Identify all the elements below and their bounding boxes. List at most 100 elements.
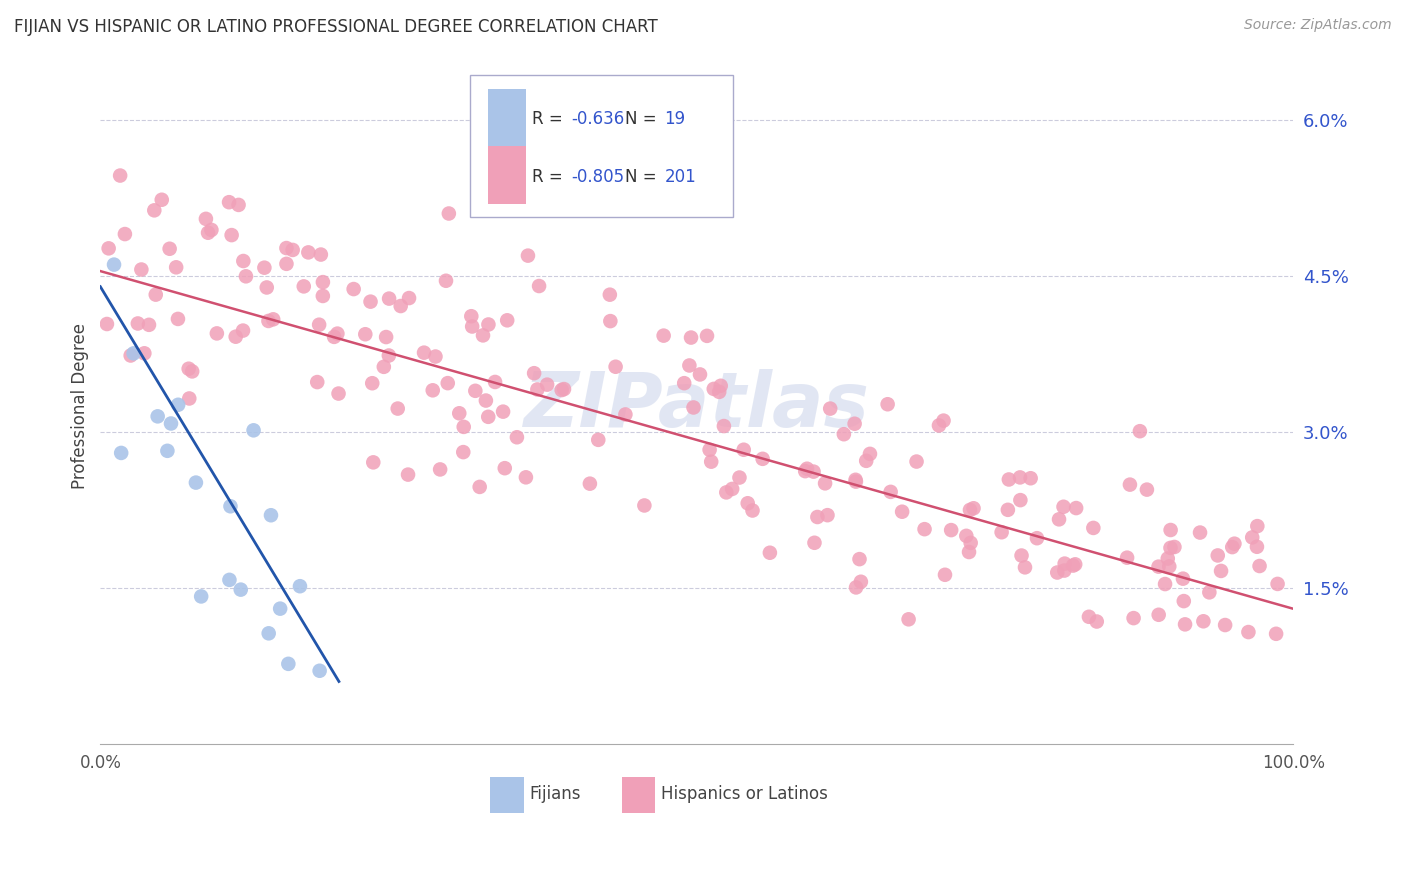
Point	[517, 249, 540, 263]
Point	[1064, 501, 1087, 516]
Point	[218, 573, 240, 587]
Point	[689, 368, 711, 382]
Point	[96, 317, 118, 331]
Point	[859, 447, 882, 461]
Point	[179, 392, 201, 406]
Point	[1083, 521, 1105, 535]
Point	[1062, 558, 1084, 573]
Point	[1213, 618, 1236, 632]
Point	[1047, 512, 1070, 526]
Point	[1116, 550, 1139, 565]
Point	[229, 582, 252, 597]
Point	[1160, 523, 1182, 537]
Point	[103, 258, 125, 272]
Point	[1010, 493, 1032, 508]
Point	[605, 359, 627, 374]
Text: Hispanics or Latinos: Hispanics or Latinos	[661, 786, 828, 804]
Point	[328, 386, 350, 401]
Point	[700, 455, 723, 469]
Point	[276, 241, 298, 255]
Point	[1220, 540, 1243, 554]
Point	[1189, 525, 1212, 540]
Point	[928, 418, 950, 433]
Point	[1246, 519, 1268, 533]
Point	[1122, 611, 1144, 625]
Point	[962, 501, 984, 516]
Point	[232, 254, 254, 268]
Point	[1265, 627, 1288, 641]
Point	[759, 546, 782, 560]
Point	[451, 445, 474, 459]
Point	[477, 409, 499, 424]
Point	[375, 330, 398, 344]
FancyBboxPatch shape	[488, 146, 526, 203]
Point	[492, 404, 515, 418]
Point	[803, 465, 825, 479]
Point	[699, 442, 721, 457]
Point	[1209, 564, 1232, 578]
Point	[703, 382, 725, 396]
Point	[165, 260, 187, 275]
Point	[361, 376, 384, 391]
Point	[845, 473, 868, 487]
Point	[891, 505, 914, 519]
Point	[1026, 531, 1049, 545]
Point	[1085, 615, 1108, 629]
Point	[160, 417, 183, 431]
Point	[378, 292, 401, 306]
Point	[855, 454, 877, 468]
Point	[496, 313, 519, 327]
Text: N =: N =	[626, 111, 662, 128]
FancyBboxPatch shape	[470, 75, 733, 217]
Point	[232, 324, 254, 338]
Point	[818, 401, 841, 416]
Point	[484, 375, 506, 389]
Point	[515, 470, 537, 484]
Point	[134, 346, 156, 360]
Point	[536, 377, 558, 392]
Point	[1046, 566, 1069, 580]
Point	[806, 510, 828, 524]
Point	[475, 393, 498, 408]
Point	[120, 349, 142, 363]
Point	[167, 398, 190, 412]
Point	[326, 326, 349, 341]
Point	[990, 525, 1012, 540]
Point	[550, 383, 572, 397]
Point	[308, 318, 330, 332]
Point	[389, 299, 412, 313]
Text: -0.636: -0.636	[571, 111, 624, 128]
Point	[696, 329, 718, 343]
Text: ZIPatlas: ZIPatlas	[524, 369, 870, 443]
Point	[260, 508, 283, 523]
Text: R =: R =	[531, 168, 568, 186]
Point	[845, 475, 868, 489]
Point	[1052, 500, 1074, 514]
Point	[817, 508, 839, 523]
Point	[1159, 559, 1181, 574]
Point	[1171, 572, 1194, 586]
Point	[205, 326, 228, 341]
Point	[1173, 594, 1195, 608]
Point	[297, 245, 319, 260]
Point	[959, 503, 981, 517]
Point	[1019, 471, 1042, 485]
Point	[733, 442, 755, 457]
Point	[200, 223, 222, 237]
Point	[713, 419, 735, 434]
Point	[197, 226, 219, 240]
Point	[716, 485, 738, 500]
Point	[599, 287, 621, 301]
Point	[281, 243, 304, 257]
Point	[398, 291, 420, 305]
Point	[1064, 558, 1087, 572]
Point	[957, 545, 980, 559]
Text: FIJIAN VS HISPANIC OR LATINO PROFESSIONAL DEGREE CORRELATION CHART: FIJIAN VS HISPANIC OR LATINO PROFESSIONA…	[14, 18, 658, 36]
Point	[614, 408, 637, 422]
Point	[221, 228, 243, 243]
Point	[477, 318, 499, 332]
Point	[360, 294, 382, 309]
Point	[150, 193, 173, 207]
FancyBboxPatch shape	[621, 777, 655, 814]
Point	[803, 535, 825, 549]
